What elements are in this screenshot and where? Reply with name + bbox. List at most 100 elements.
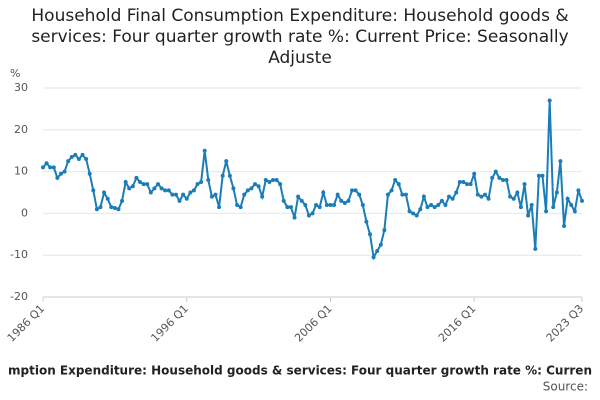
point [55, 175, 60, 180]
point [84, 157, 89, 162]
point [393, 177, 398, 182]
point [184, 196, 189, 201]
point [238, 205, 243, 210]
point [314, 203, 319, 208]
point [529, 203, 534, 208]
x-tick-label: 2006 Q1 [292, 302, 335, 345]
point [389, 188, 394, 193]
x-tick-label: 2023 Q3 [544, 302, 587, 345]
point [490, 175, 495, 180]
point [177, 198, 182, 203]
point [450, 196, 455, 201]
point [310, 211, 315, 216]
point [281, 198, 286, 203]
point [170, 192, 175, 197]
point [371, 255, 376, 260]
point [324, 203, 329, 208]
point [130, 184, 135, 189]
point [429, 203, 434, 208]
point [109, 205, 114, 210]
point [145, 182, 150, 187]
point [199, 180, 204, 185]
point [155, 182, 160, 187]
point [357, 192, 362, 197]
y-tick-label: 20 [14, 123, 28, 136]
point [504, 177, 509, 182]
point [152, 186, 157, 191]
point [44, 161, 49, 166]
point [206, 177, 211, 182]
point [562, 223, 567, 228]
point [411, 211, 416, 216]
point [51, 165, 56, 170]
point [249, 186, 254, 191]
point [443, 203, 448, 208]
point [105, 196, 110, 201]
point [227, 173, 232, 178]
point [526, 213, 531, 218]
point [98, 205, 103, 210]
y-axis-label: % [10, 67, 20, 80]
source: Source: [543, 380, 588, 394]
point [558, 159, 563, 164]
point [335, 192, 340, 197]
point [414, 213, 419, 218]
point [465, 182, 470, 187]
point [432, 205, 437, 210]
point [475, 192, 480, 197]
point [87, 171, 92, 176]
point [123, 180, 128, 185]
point [572, 209, 577, 214]
point [94, 207, 99, 212]
point [278, 182, 283, 187]
point [163, 188, 168, 193]
point [508, 194, 513, 199]
point [267, 180, 272, 185]
point [551, 205, 556, 210]
x-tick-label: 1986 Q1 [5, 302, 48, 345]
point [540, 173, 545, 178]
point [112, 205, 117, 210]
point [148, 190, 153, 195]
point [202, 148, 207, 153]
point [102, 190, 107, 195]
point [457, 180, 462, 185]
y-tick-label: -20 [10, 290, 28, 303]
point [76, 157, 81, 162]
point [479, 194, 484, 199]
point [436, 203, 441, 208]
point [454, 190, 459, 195]
point [533, 246, 538, 251]
point [468, 182, 473, 187]
point [382, 228, 387, 233]
point [493, 169, 498, 174]
point [346, 198, 351, 203]
point [367, 232, 372, 237]
point [231, 186, 236, 191]
point [342, 200, 347, 205]
point [159, 186, 164, 191]
point [518, 205, 523, 210]
point [317, 205, 322, 210]
point [188, 190, 193, 195]
point [576, 188, 581, 193]
point [116, 207, 121, 212]
point [209, 194, 214, 199]
point [497, 175, 502, 180]
caption: mption Expenditure: Household goods & se… [8, 364, 592, 378]
point [515, 190, 520, 195]
point [58, 171, 63, 176]
line [42, 100, 583, 261]
point [134, 175, 139, 180]
point [407, 209, 412, 214]
point [62, 169, 67, 174]
point [425, 205, 430, 210]
point [80, 152, 85, 157]
point [536, 173, 541, 178]
point [486, 196, 491, 201]
point [439, 198, 444, 203]
point [296, 194, 301, 199]
point [195, 182, 200, 187]
point [353, 188, 358, 193]
